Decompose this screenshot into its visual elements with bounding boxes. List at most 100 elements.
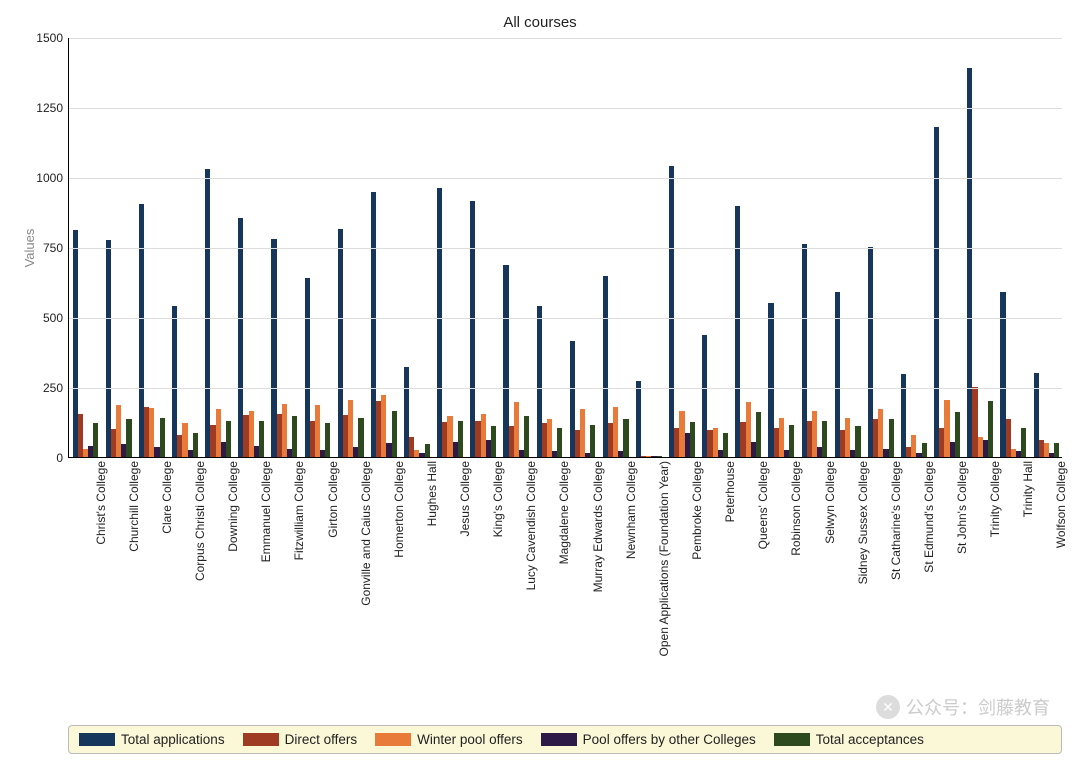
plot-area: 0250500750100012501500Christ's CollegeCh… bbox=[68, 38, 1062, 458]
xtick-label: Christ's College bbox=[92, 457, 108, 717]
legend-label: Total applications bbox=[121, 732, 225, 747]
legend-swatch bbox=[375, 733, 411, 746]
bar-total_acceptances bbox=[789, 425, 794, 457]
bar-total_applications bbox=[735, 206, 740, 457]
xtick-label: Trinity College bbox=[986, 457, 1002, 717]
bar-total_acceptances bbox=[358, 418, 363, 457]
legend-label: Pool offers by other Colleges bbox=[583, 732, 756, 747]
legend-label: Winter pool offers bbox=[417, 732, 523, 747]
legend-swatch bbox=[79, 733, 115, 746]
xtick-label: Gonville and Caius College bbox=[357, 457, 373, 717]
bar-total_acceptances bbox=[425, 444, 430, 457]
bar-total_acceptances bbox=[259, 421, 264, 457]
xtick-label: St Catharine's College bbox=[887, 457, 903, 717]
xtick-label: Trinity Hall bbox=[1019, 457, 1035, 717]
xtick-label: St John's College bbox=[953, 457, 969, 717]
xtick-label: Robinson College bbox=[787, 457, 803, 717]
xtick-label: Peterhouse bbox=[721, 457, 737, 717]
bar-total_acceptances bbox=[392, 411, 397, 457]
bar-total_applications bbox=[636, 381, 641, 457]
legend: Total applications Direct offers Winter po… bbox=[68, 725, 1062, 754]
bar-total_acceptances bbox=[922, 443, 927, 457]
bar-total_acceptances bbox=[756, 412, 761, 457]
legend-item-winter_pool_offers: Winter pool offers bbox=[375, 732, 523, 747]
xtick-label: Lucy Cavendish College bbox=[522, 457, 538, 717]
bar-winter_pool_offers bbox=[580, 409, 585, 457]
xtick-label: Fitzwilliam College bbox=[290, 457, 306, 717]
chart-container: All courses Values 025050075010001250150… bbox=[10, 10, 1070, 760]
gridline bbox=[69, 388, 1062, 389]
bar-total_acceptances bbox=[292, 416, 297, 457]
ytick-label: 250 bbox=[43, 381, 69, 395]
bar-total_applications bbox=[669, 166, 674, 457]
gridline bbox=[69, 108, 1062, 109]
bar-total_applications bbox=[106, 240, 111, 457]
bar-total_applications bbox=[205, 169, 210, 457]
legend-swatch bbox=[541, 733, 577, 746]
bar-total_acceptances bbox=[160, 418, 165, 457]
bar-total_acceptances bbox=[690, 422, 695, 457]
bar-winter_pool_offers bbox=[514, 402, 519, 457]
legend-label: Direct offers bbox=[285, 732, 358, 747]
xtick-label: Open Applications (Foundation Year) bbox=[655, 457, 671, 717]
chart-title: All courses bbox=[10, 10, 1070, 39]
gridline bbox=[69, 318, 1062, 319]
bar-total_acceptances bbox=[226, 421, 231, 457]
bar-winter_pool_offers bbox=[613, 407, 618, 457]
bar-total_acceptances bbox=[557, 428, 562, 457]
ytick-label: 1250 bbox=[36, 101, 69, 115]
legend-swatch bbox=[774, 733, 810, 746]
bar-total_acceptances bbox=[458, 421, 463, 457]
xtick-label: Clare College bbox=[158, 457, 174, 717]
bar-total_acceptances bbox=[93, 423, 98, 457]
legend-item-pool_offers_other: Pool offers by other Colleges bbox=[541, 732, 756, 747]
bar-total_acceptances bbox=[855, 426, 860, 457]
ytick-label: 1500 bbox=[36, 31, 69, 45]
ytick-label: 750 bbox=[43, 241, 69, 255]
xtick-label: Downing College bbox=[224, 457, 240, 717]
gridline bbox=[69, 248, 1062, 249]
bar-total_acceptances bbox=[590, 425, 595, 457]
legend-item-direct_offers: Direct offers bbox=[243, 732, 358, 747]
bar-total_acceptances bbox=[623, 419, 628, 457]
gridline bbox=[69, 178, 1062, 179]
xtick-label: Magdalene College bbox=[555, 457, 571, 717]
ytick-label: 1000 bbox=[36, 171, 69, 185]
bar-total_acceptances bbox=[193, 433, 198, 457]
bar-total_acceptances bbox=[126, 419, 131, 457]
xtick-label: Churchill College bbox=[125, 457, 141, 717]
xtick-label: Murray Edwards College bbox=[589, 457, 605, 717]
bar-total_acceptances bbox=[822, 421, 827, 457]
bar-total_acceptances bbox=[491, 426, 496, 457]
legend-swatch bbox=[243, 733, 279, 746]
bar-total_acceptances bbox=[325, 423, 330, 457]
bar-total_applications bbox=[934, 127, 939, 457]
xtick-label: Queens' College bbox=[754, 457, 770, 717]
xtick-label: Selwyn College bbox=[821, 457, 837, 717]
bar-total_acceptances bbox=[723, 433, 728, 457]
bar-total_acceptances bbox=[524, 416, 529, 457]
xtick-label: Newnham College bbox=[622, 457, 638, 717]
gridline bbox=[69, 38, 1062, 39]
bar-total_acceptances bbox=[1054, 443, 1059, 457]
bar-total_applications bbox=[470, 201, 475, 457]
xtick-label: Homerton College bbox=[390, 457, 406, 717]
bar-total_acceptances bbox=[889, 419, 894, 457]
legend-label: Total acceptances bbox=[816, 732, 924, 747]
yaxis-label: Values bbox=[22, 229, 37, 268]
xtick-label: Corpus Christi College bbox=[191, 457, 207, 717]
legend-item-total_applications: Total applications bbox=[79, 732, 225, 747]
xtick-label: Jesus College bbox=[456, 457, 472, 717]
xtick-label: St Edmund's College bbox=[920, 457, 936, 717]
xtick-label: Hughes Hall bbox=[423, 457, 439, 717]
ytick-label: 0 bbox=[56, 451, 69, 465]
xtick-label: Pembroke College bbox=[688, 457, 704, 717]
bar-total_acceptances bbox=[1021, 428, 1026, 457]
bar-total_acceptances bbox=[955, 412, 960, 457]
xtick-label: Sidney Sussex College bbox=[854, 457, 870, 717]
xtick-label: Girton College bbox=[324, 457, 340, 717]
xtick-label: Emmanuel College bbox=[257, 457, 273, 717]
xtick-label: King's College bbox=[489, 457, 505, 717]
legend-item-total_acceptances: Total acceptances bbox=[774, 732, 924, 747]
ytick-label: 500 bbox=[43, 311, 69, 325]
